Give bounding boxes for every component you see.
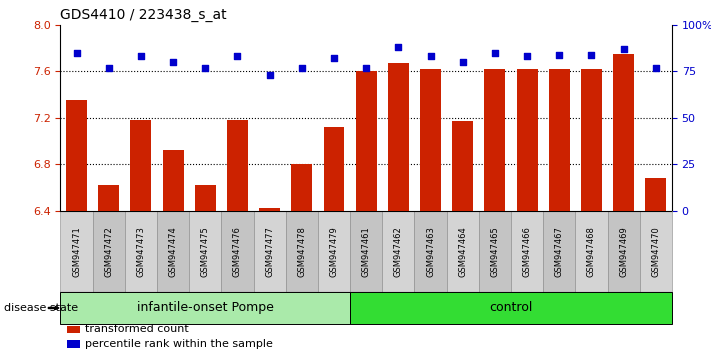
Text: GSM947471: GSM947471: [72, 226, 81, 277]
Bar: [607, 211, 640, 292]
Bar: [286, 211, 318, 292]
Bar: [350, 292, 672, 324]
Text: GSM947468: GSM947468: [587, 226, 596, 277]
Point: [521, 53, 533, 59]
Bar: [420, 69, 441, 211]
Text: GSM947479: GSM947479: [329, 226, 338, 277]
Bar: [479, 211, 511, 292]
Point: [618, 46, 629, 52]
Bar: [318, 211, 350, 292]
Bar: [350, 211, 383, 292]
Bar: [452, 121, 474, 211]
Bar: [324, 127, 344, 211]
Point: [135, 53, 146, 59]
Text: GSM947472: GSM947472: [105, 226, 113, 277]
Bar: [125, 211, 157, 292]
Bar: [383, 211, 415, 292]
Bar: [415, 211, 447, 292]
Point: [103, 65, 114, 70]
Text: transformed count: transformed count: [85, 324, 188, 334]
Point: [489, 50, 501, 56]
Text: GSM947475: GSM947475: [201, 226, 210, 277]
Text: GSM947465: GSM947465: [491, 226, 499, 277]
Text: GDS4410 / 223438_s_at: GDS4410 / 223438_s_at: [60, 8, 227, 22]
Bar: [581, 69, 602, 211]
Point: [71, 50, 82, 56]
Bar: [292, 164, 312, 211]
Point: [457, 59, 469, 65]
Bar: [98, 185, 119, 211]
Text: GSM947467: GSM947467: [555, 226, 564, 277]
Bar: [484, 69, 506, 211]
Text: GSM947462: GSM947462: [394, 226, 403, 277]
Bar: [254, 211, 286, 292]
Point: [328, 55, 340, 61]
Bar: [575, 211, 607, 292]
Point: [167, 59, 178, 65]
Point: [360, 65, 372, 70]
Bar: [543, 211, 575, 292]
Point: [264, 72, 275, 78]
Bar: [189, 211, 221, 292]
Bar: [157, 211, 189, 292]
Bar: [92, 211, 125, 292]
Text: GSM947469: GSM947469: [619, 226, 628, 277]
Text: GSM947463: GSM947463: [426, 226, 435, 277]
Bar: [511, 211, 543, 292]
Text: GSM947477: GSM947477: [265, 226, 274, 277]
Bar: [60, 292, 350, 324]
Bar: [60, 211, 92, 292]
Bar: [646, 178, 666, 211]
Point: [425, 53, 437, 59]
Text: GSM947466: GSM947466: [523, 226, 532, 277]
Bar: [67, 326, 80, 333]
Text: GSM947461: GSM947461: [362, 226, 370, 277]
Point: [554, 52, 565, 57]
Point: [586, 52, 597, 57]
Text: GSM947478: GSM947478: [297, 226, 306, 277]
Point: [232, 53, 243, 59]
Text: GSM947476: GSM947476: [233, 226, 242, 277]
Text: GSM947470: GSM947470: [651, 226, 661, 277]
Bar: [130, 120, 151, 211]
Point: [650, 65, 661, 70]
Bar: [67, 340, 80, 348]
Point: [200, 65, 211, 70]
Text: GSM947464: GSM947464: [458, 226, 467, 277]
Point: [392, 44, 404, 50]
Bar: [227, 120, 248, 211]
Bar: [195, 185, 215, 211]
Bar: [447, 211, 479, 292]
Text: disease state: disease state: [4, 303, 77, 313]
Text: GSM947473: GSM947473: [137, 226, 145, 277]
Text: infantile-onset Pompe: infantile-onset Pompe: [137, 302, 274, 314]
Text: control: control: [489, 302, 533, 314]
Bar: [640, 211, 672, 292]
Bar: [613, 54, 634, 211]
Bar: [549, 69, 570, 211]
Text: GSM947474: GSM947474: [169, 226, 178, 277]
Bar: [66, 100, 87, 211]
Bar: [163, 150, 183, 211]
Bar: [221, 211, 254, 292]
Text: percentile rank within the sample: percentile rank within the sample: [85, 339, 273, 349]
Bar: [259, 208, 280, 211]
Bar: [388, 63, 409, 211]
Bar: [517, 69, 538, 211]
Point: [296, 65, 307, 70]
Bar: [356, 71, 377, 211]
